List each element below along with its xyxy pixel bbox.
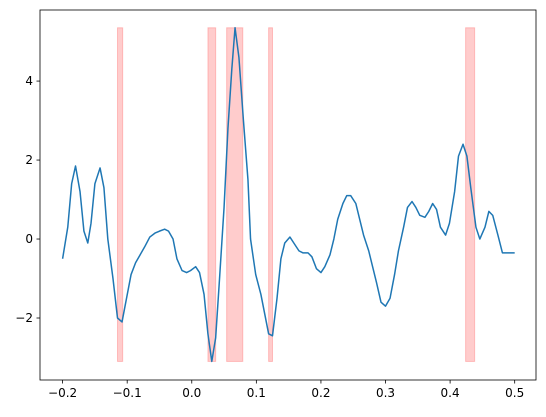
span [465,27,476,362]
x-tick-label: 0.4 [441,386,460,400]
x-tick-label: 0.0 [182,386,201,400]
span [117,27,124,362]
x-tick-label: 0.3 [376,386,395,400]
span [268,27,273,362]
x-tick-label: −0.2 [48,386,77,400]
y-tick-label: −2 [15,311,33,325]
x-tick-label: 0.5 [505,386,524,400]
y-tick-label: 2 [25,153,33,167]
span [207,27,217,362]
y-tick-label: 0 [25,232,33,246]
x-tick-label: −0.1 [113,386,142,400]
axes-frame [39,9,537,381]
x-tick-label: 0.1 [247,386,266,400]
y-tick-label: 4 [25,74,33,88]
x-tick-label: 0.2 [311,386,330,400]
data-line [61,27,515,363]
